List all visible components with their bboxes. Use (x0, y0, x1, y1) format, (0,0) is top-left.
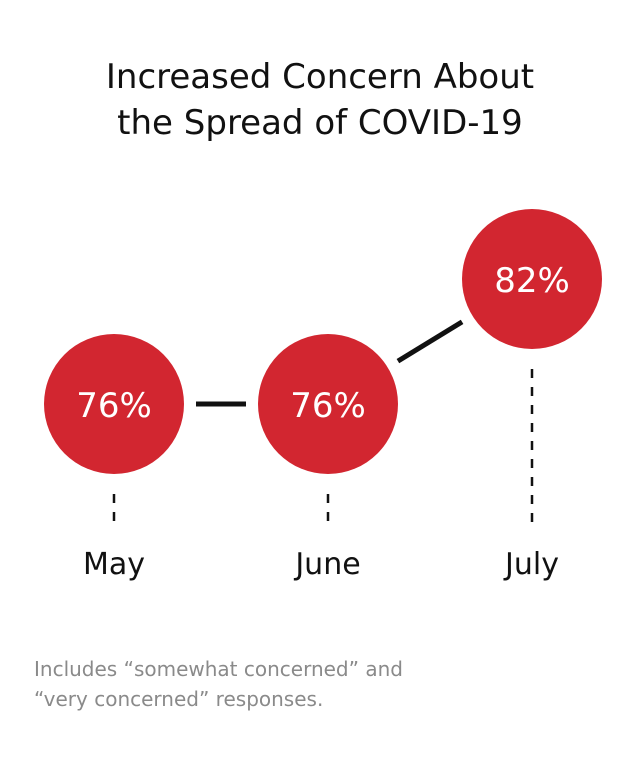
data-bubble-july (462, 209, 602, 349)
data-bubble-may (44, 334, 184, 474)
x-label-may: May (83, 547, 145, 582)
chart-title: Increased Concern About the Spread of CO… (0, 54, 640, 146)
x-tick-marks (112, 369, 534, 528)
data-bubbles: 76% 76% 82% (44, 209, 602, 474)
connector-line-2 (396, 319, 464, 364)
value-label-may: 76% (76, 386, 152, 426)
value-label-july: 82% (494, 261, 570, 301)
footnote-line-2: “very concerned” responses. (34, 687, 324, 711)
chart-title-line-2: the Spread of COVID-19 (117, 103, 523, 143)
footnote-line-1: Includes “somewhat concerned” and (34, 657, 403, 681)
x-label-june: June (293, 547, 360, 582)
chart-title-line-1: Increased Concern About (105, 57, 535, 97)
chart-area: 76% 76% 82% May June July (44, 209, 602, 582)
data-bubble-june (258, 334, 398, 474)
connector-lines (196, 319, 464, 407)
x-label-july: July (503, 547, 559, 582)
footnote: Includes “somewhat concerned” and “very … (34, 654, 594, 714)
value-label-june: 76% (290, 386, 366, 426)
x-tick-labels: May June July (83, 547, 559, 582)
